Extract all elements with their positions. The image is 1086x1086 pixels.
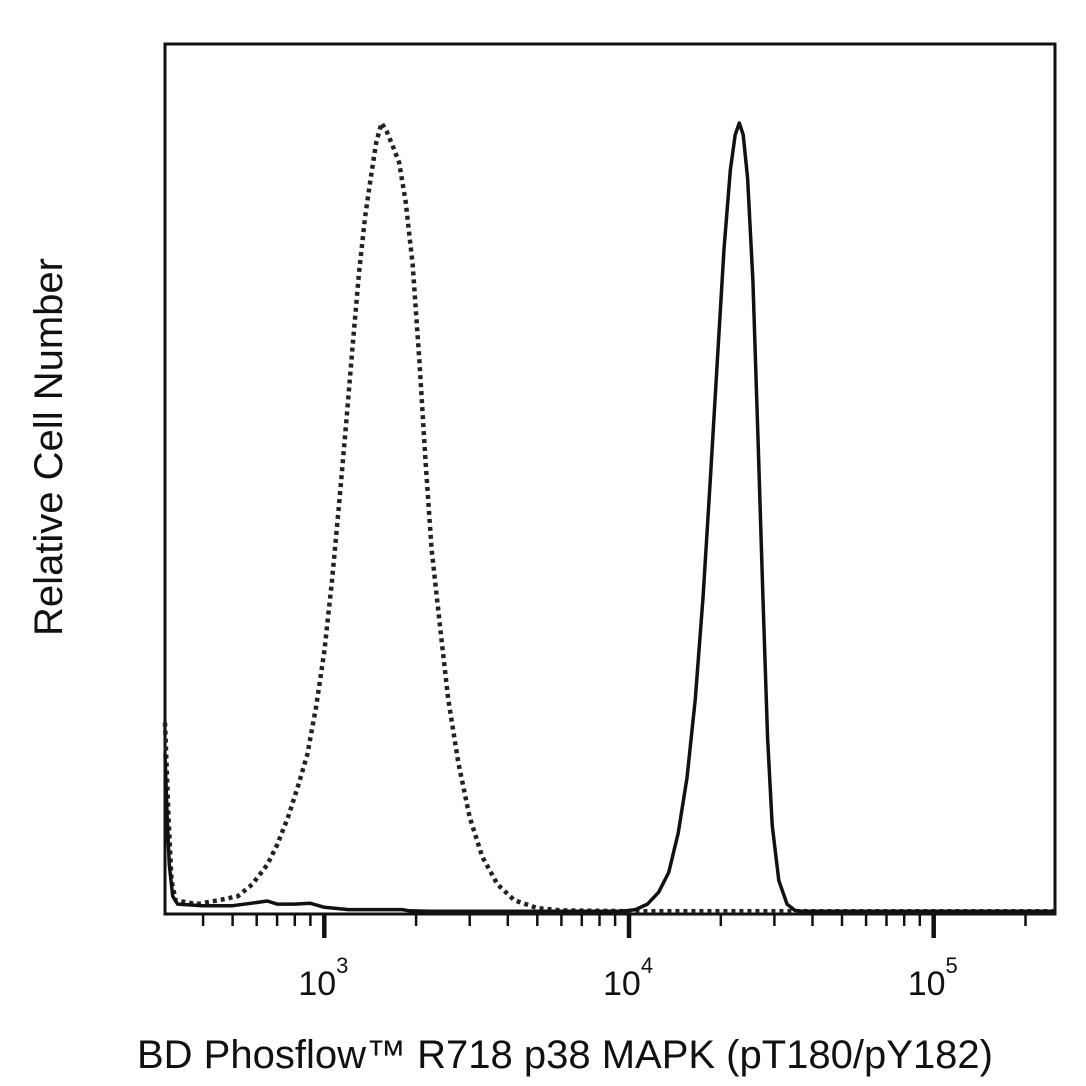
- y-axis-title: Relative Cell Number: [27, 258, 71, 636]
- x-tick-label: 104: [603, 953, 653, 1003]
- x-axis-tick-labels: 103 104 105: [298, 953, 957, 1003]
- x-axis-title: BD Phosflow™ R718 p38 MAPK (pT180/pY182): [137, 1033, 993, 1077]
- series-line-solid: [163, 121, 1055, 913]
- x-tick-label: 103: [298, 953, 348, 1003]
- x-axis-ticks: [201, 914, 1027, 938]
- series-line-dotted: [162, 120, 1055, 914]
- series-layer: [162, 120, 1055, 914]
- plot-frame: [163, 42, 1057, 916]
- x-tick-label: 105: [908, 953, 958, 1003]
